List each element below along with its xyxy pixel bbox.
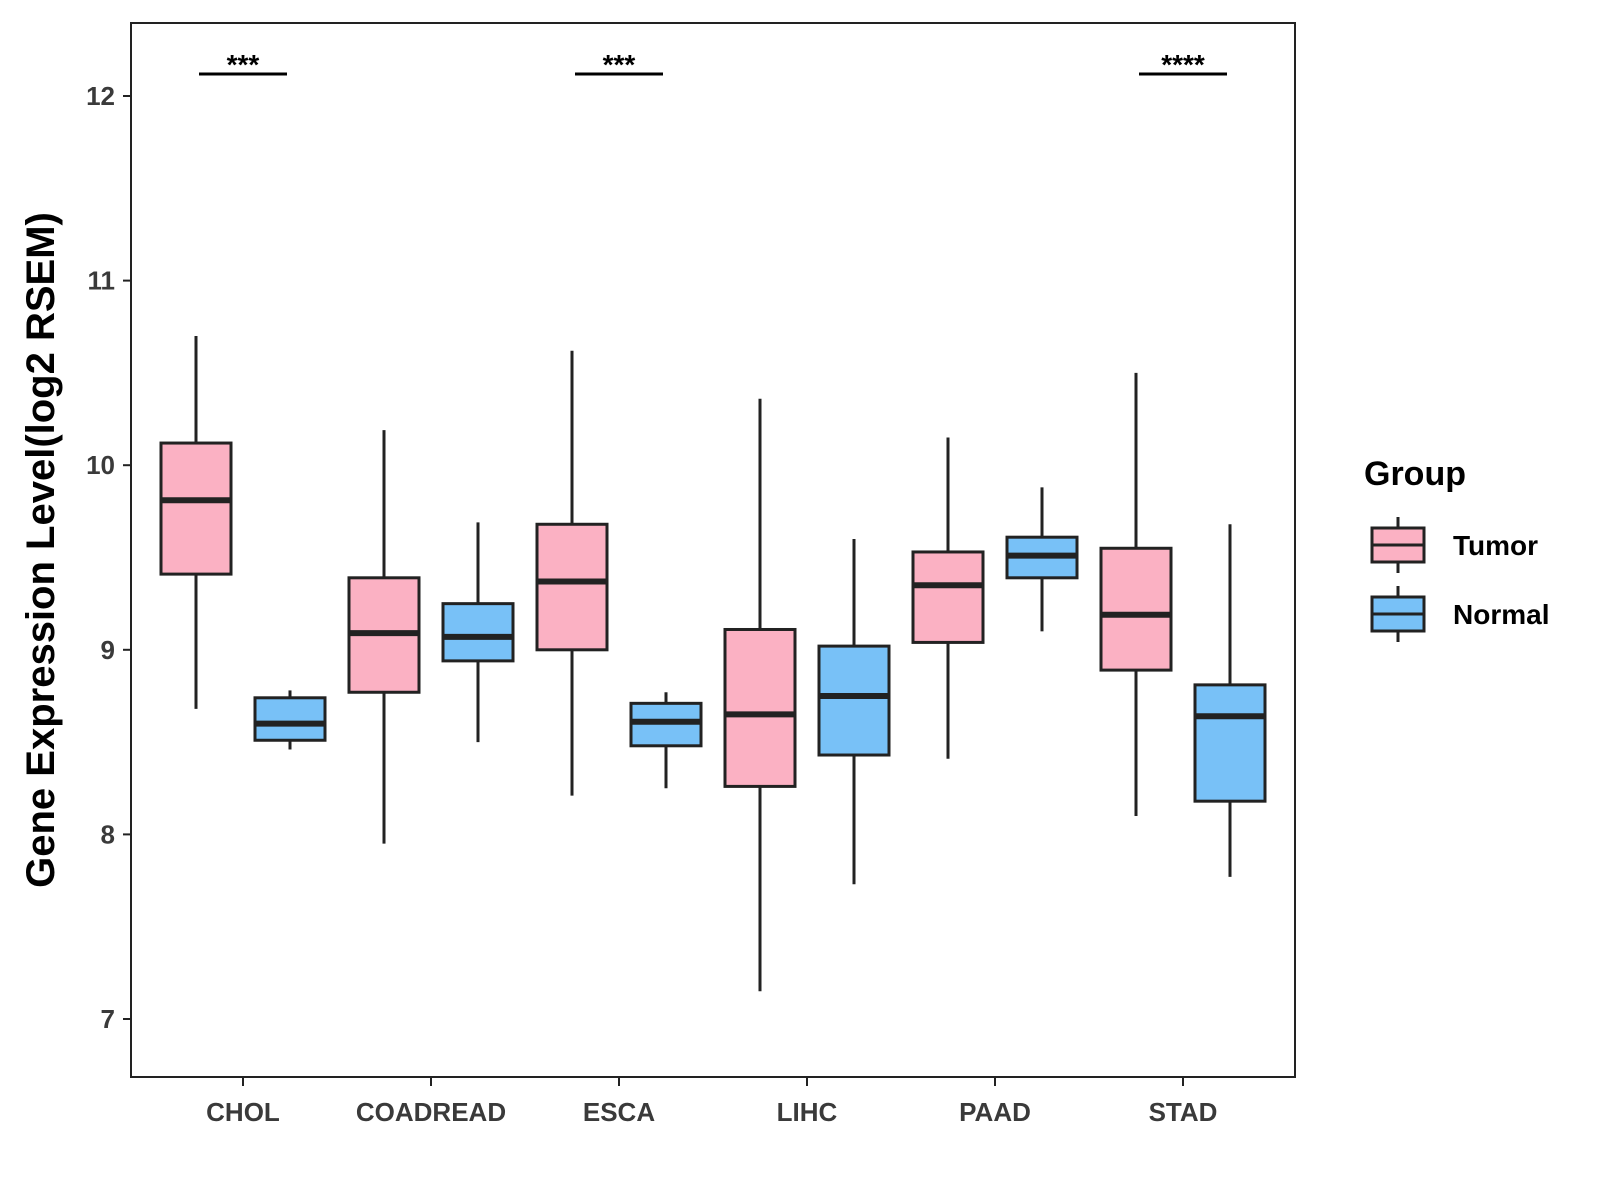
legend-label-tumor: Tumor bbox=[1453, 530, 1538, 561]
x-axis: CHOL COADREAD ESCA LIHC PAAD STAD bbox=[206, 1077, 1217, 1127]
box-normal-lihc bbox=[817, 539, 891, 885]
y-tick-label: 11 bbox=[88, 266, 116, 296]
x-tick-label: PAAD bbox=[959, 1097, 1031, 1127]
box-body bbox=[1193, 683, 1267, 803]
box-tumor-coadread bbox=[347, 430, 421, 844]
y-tick-label: 7 bbox=[101, 1004, 115, 1034]
legend: Group Tumor Normal bbox=[1364, 455, 1549, 642]
plot-panel-border bbox=[130, 22, 1296, 1078]
y-axis-title: Gene Expression Level(log2 RSEM) bbox=[19, 212, 63, 888]
significance-label: *** bbox=[603, 49, 636, 80]
box-tumor-paad bbox=[911, 437, 985, 759]
box-body bbox=[1099, 546, 1173, 672]
box-normal-chol bbox=[253, 690, 327, 750]
legend-title: Group bbox=[1364, 455, 1466, 493]
x-tick-label: ESCA bbox=[583, 1097, 655, 1127]
y-tick-label: 8 bbox=[101, 819, 115, 849]
box-tumor-esca bbox=[535, 350, 609, 796]
box-normal-esca bbox=[629, 692, 703, 789]
x-tick-label: LIHC bbox=[777, 1097, 838, 1127]
x-tick-label: COADREAD bbox=[356, 1097, 506, 1127]
box-normal-paad bbox=[1005, 487, 1079, 632]
significance-label: **** bbox=[1161, 49, 1205, 80]
significance-label: *** bbox=[227, 49, 260, 80]
x-tick-label: STAD bbox=[1149, 1097, 1218, 1127]
box-body bbox=[817, 644, 891, 757]
box-body bbox=[911, 550, 985, 644]
box-tumor-lihc bbox=[723, 398, 797, 992]
y-tick-label: 12 bbox=[86, 81, 115, 111]
box-tumor-stad bbox=[1099, 372, 1173, 816]
box-body bbox=[723, 627, 797, 788]
box-normal-coadread bbox=[441, 522, 515, 743]
y-tick-label: 9 bbox=[101, 635, 115, 665]
box-tumor-chol bbox=[159, 335, 233, 709]
box-body bbox=[159, 441, 233, 576]
box-body bbox=[253, 696, 327, 742]
significance-annotations: *** *** **** bbox=[199, 49, 1227, 80]
box-body bbox=[441, 602, 515, 663]
box-normal-stad bbox=[1193, 524, 1267, 877]
y-tick-label: 10 bbox=[86, 450, 115, 480]
y-axis: 7 8 9 10 11 12 bbox=[86, 81, 131, 1034]
box-body bbox=[535, 522, 609, 652]
legend-item-normal: Normal bbox=[1370, 586, 1549, 642]
box-series bbox=[159, 335, 1267, 992]
legend-item-tumor: Tumor bbox=[1370, 517, 1538, 573]
legend-label-normal: Normal bbox=[1453, 599, 1549, 630]
x-tick-label: CHOL bbox=[206, 1097, 280, 1127]
